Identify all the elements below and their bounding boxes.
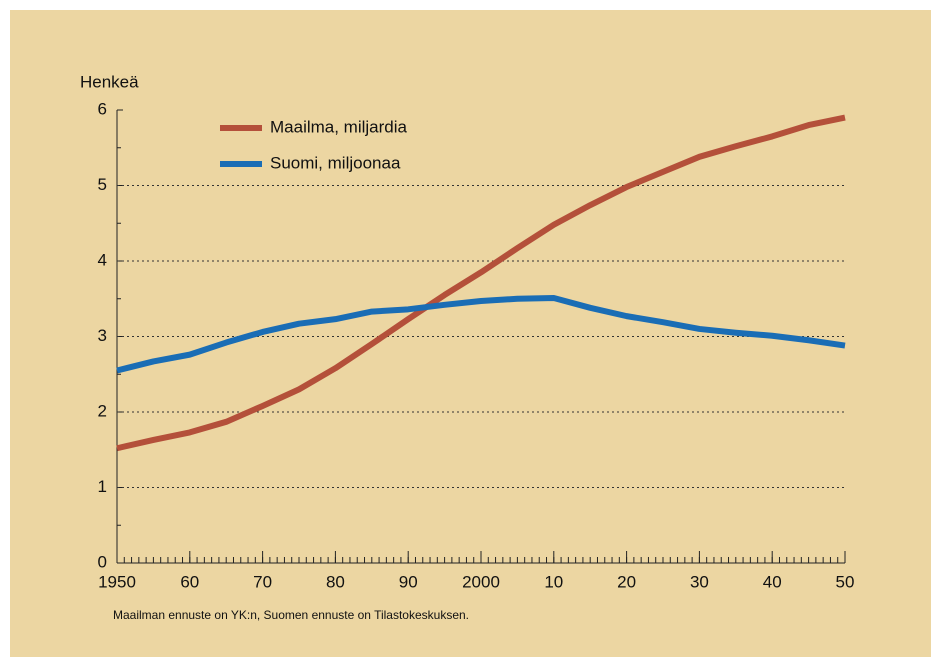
- x-tick-label: 60: [180, 572, 199, 591]
- x-tick-label: 70: [253, 572, 272, 591]
- x-tick-label: 2000: [462, 572, 500, 591]
- x-tick-label: 80: [326, 572, 345, 591]
- x-tick-label: 50: [836, 572, 855, 591]
- x-tick-label: 40: [763, 572, 782, 591]
- x-tick-label: 1950: [98, 572, 136, 591]
- y-tick-label: 5: [98, 175, 107, 194]
- y-tick-label: 1: [98, 477, 107, 496]
- y-tick-label: 6: [98, 99, 107, 118]
- x-tick-label: 30: [690, 572, 709, 591]
- x-tick-label: 10: [544, 572, 563, 591]
- line: [116, 114, 846, 452]
- x-tick-label: 20: [617, 572, 636, 591]
- y-tick-label: 4: [98, 250, 107, 269]
- y-tick-label: 2: [98, 401, 107, 420]
- line: [116, 294, 846, 374]
- x-tick-label: 90: [399, 572, 418, 591]
- background: [10, 10, 931, 657]
- y-tick-label: 3: [98, 326, 107, 345]
- y-axis-label: Henkeä: [80, 72, 139, 91]
- y-tick-label: 0: [98, 552, 107, 571]
- footnote: Maailman ennuste on YK:n, Suomen ennuste…: [113, 608, 469, 622]
- legend-label: Maailma, miljardia: [270, 117, 408, 136]
- legend-label: Suomi, miljoonaa: [270, 153, 401, 172]
